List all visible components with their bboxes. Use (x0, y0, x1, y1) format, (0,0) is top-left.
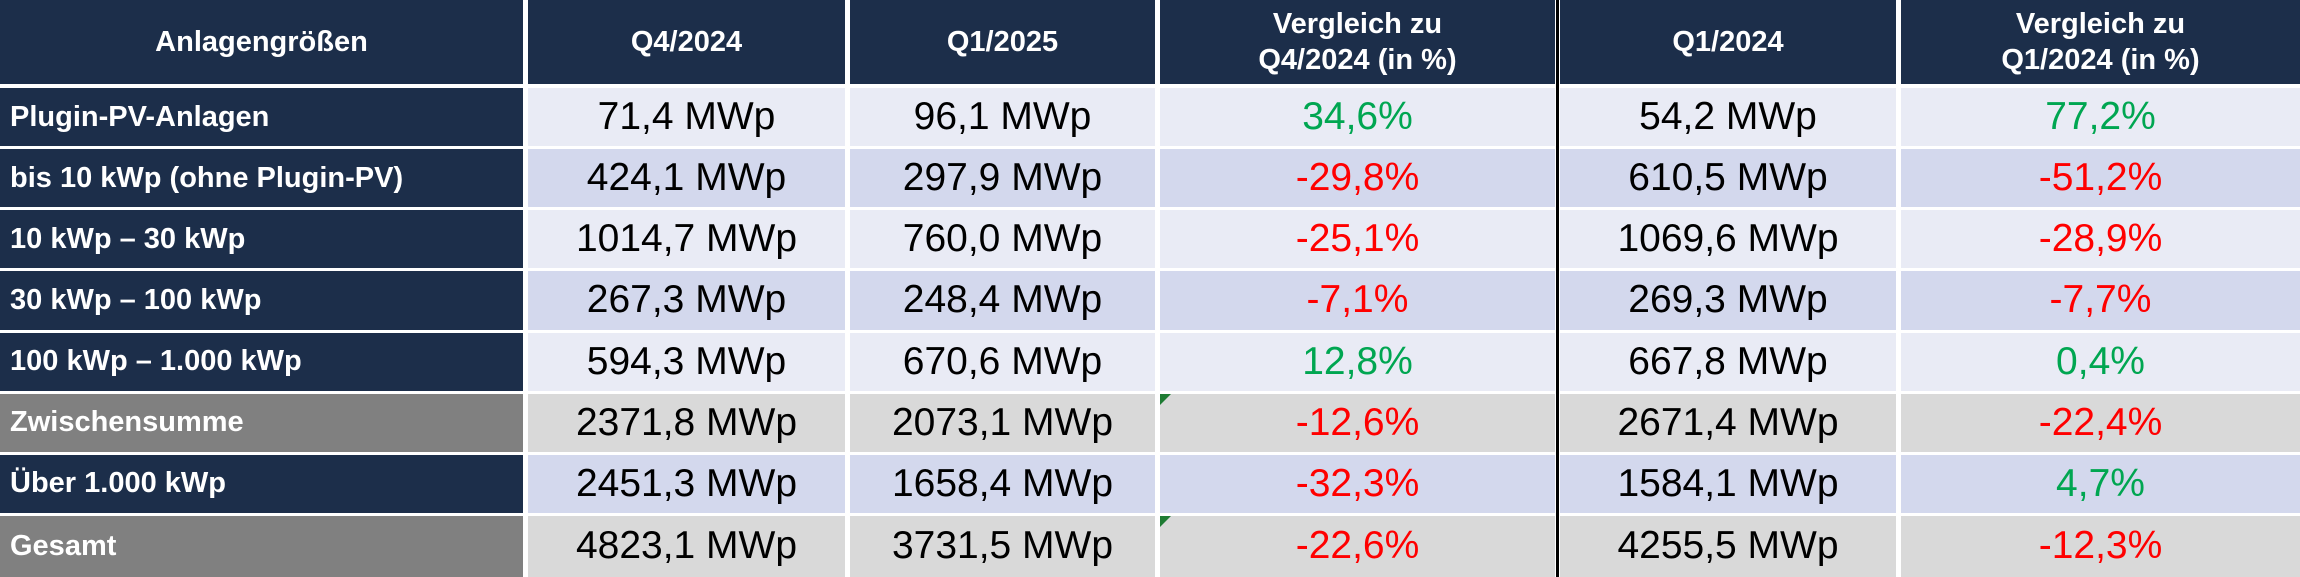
table-cell: 2671,4 MWp (1560, 393, 1901, 455)
table-cell-percent: -12,3% (1901, 515, 2300, 577)
table-cell-percent: -32,3% (1160, 454, 1560, 516)
column-divider-line (1556, 0, 1559, 577)
row-label: 30 kWp – 100 kWp (0, 271, 528, 333)
table-cell-percent: -51,2% (1901, 149, 2300, 211)
table-cell: 267,3 MWp (528, 271, 850, 333)
table-row-10-30-kwp: 10 kWp – 30 kWp 1014,7 MWp 760,0 MWp -25… (0, 210, 2300, 272)
column-header-q1-2025: Q1/2025 (850, 0, 1160, 89)
table-cell: 3731,5 MWp (850, 515, 1160, 577)
table-cell: 248,4 MWp (850, 271, 1160, 333)
row-label: Gesamt (0, 515, 528, 577)
table-cell: 1069,6 MWp (1560, 210, 1901, 272)
column-header-anlagengroessen: Anlagengrößen (0, 0, 528, 89)
table-cell-percent: -22,4% (1901, 393, 2300, 455)
table-cell-percent: -7,7% (1901, 271, 2300, 333)
table-cell: 2371,8 MWp (528, 393, 850, 455)
row-label: Über 1.000 kWp (0, 454, 528, 516)
table-cell-percent: -25,1% (1160, 210, 1560, 272)
table-cell: 1584,1 MWp (1560, 454, 1901, 516)
table-cell: 54,2 MWp (1560, 88, 1901, 150)
table-cell-percent: -29,8% (1160, 149, 1560, 211)
table-cell-percent: 34,6% (1160, 88, 1560, 150)
table-cell-percent: 0,4% (1901, 332, 2300, 394)
table-cell-percent: -7,1% (1160, 271, 1560, 333)
table-row-bis-10-kwp: bis 10 kWp (ohne Plugin-PV) 424,1 MWp 29… (0, 149, 2300, 211)
row-label: 10 kWp – 30 kWp (0, 210, 528, 272)
table-cell: 610,5 MWp (1560, 149, 1901, 211)
table-row-ueber-1000-kwp: Über 1.000 kWp 2451,3 MWp 1658,4 MWp -32… (0, 454, 2300, 516)
table-cell-percent: 4,7% (1901, 454, 2300, 516)
table-row-100-1000-kwp: 100 kWp – 1.000 kWp 594,3 MWp 670,6 MWp … (0, 332, 2300, 394)
table-cell: 670,6 MWp (850, 332, 1160, 394)
table-cell-percent: -28,9% (1901, 210, 2300, 272)
column-header-q1-2024: Q1/2024 (1560, 0, 1901, 89)
table-cell-percent: -12,6% (1160, 393, 1560, 455)
error-indicator-triangle (1160, 393, 1171, 405)
table-cell: 4255,5 MWp (1560, 515, 1901, 577)
row-label: 100 kWp – 1.000 kWp (0, 332, 528, 394)
table-cell: 2451,3 MWp (528, 454, 850, 516)
row-label: bis 10 kWp (ohne Plugin-PV) (0, 149, 528, 211)
table-cell-percent: 12,8% (1160, 332, 1560, 394)
table-cell: 297,9 MWp (850, 149, 1160, 211)
table-cell-percent: 77,2% (1901, 88, 2300, 150)
header-row: Anlagengrößen Q4/2024 Q1/2025 Vergleich … (0, 0, 2300, 89)
table-cell: 71,4 MWp (528, 88, 850, 150)
table-cell: 424,1 MWp (528, 149, 850, 211)
column-header-vergleich-q4-2024: Vergleich zu Q4/2024 (in %) (1160, 0, 1560, 89)
table-cell: 2073,1 MWp (850, 393, 1160, 455)
row-label: Zwischensumme (0, 393, 528, 455)
table-row-zwischensumme: Zwischensumme 2371,8 MWp 2073,1 MWp -12,… (0, 393, 2300, 455)
column-header-q4-2024: Q4/2024 (528, 0, 850, 89)
table-cell: 667,8 MWp (1560, 332, 1901, 394)
table-cell: 1014,7 MWp (528, 210, 850, 272)
table-cell-percent: -22,6% (1160, 515, 1560, 577)
table-cell: 1658,4 MWp (850, 454, 1160, 516)
error-indicator-triangle (1160, 515, 1171, 527)
table-cell: 269,3 MWp (1560, 271, 1901, 333)
table-cell: 594,3 MWp (528, 332, 850, 394)
column-header-vergleich-q1-2024: Vergleich zu Q1/2024 (in %) (1901, 0, 2300, 89)
table-row-gesamt: Gesamt 4823,1 MWp 3731,5 MWp -22,6% 4255… (0, 515, 2300, 577)
table-row-30-100-kwp: 30 kWp – 100 kWp 267,3 MWp 248,4 MWp -7,… (0, 271, 2300, 333)
table-cell: 760,0 MWp (850, 210, 1160, 272)
table-row-plugin-pv: Plugin-PV-Anlagen 71,4 MWp 96,1 MWp 34,6… (0, 88, 2300, 150)
table-cell: 96,1 MWp (850, 88, 1160, 150)
row-label: Plugin-PV-Anlagen (0, 88, 528, 150)
table-cell: 4823,1 MWp (528, 515, 850, 577)
